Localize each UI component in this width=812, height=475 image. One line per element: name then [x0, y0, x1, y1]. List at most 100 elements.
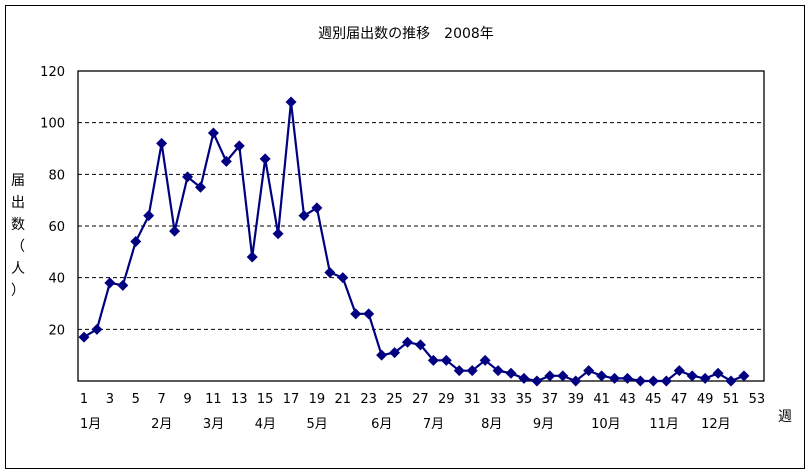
y-axis-ticks: 20 40 60 80 100 120	[40, 65, 65, 338]
x-tick-label: 7	[157, 392, 165, 407]
y-axis-label-char: 数	[11, 217, 25, 233]
data-point-marker	[285, 96, 297, 108]
data-point-marker	[220, 155, 232, 167]
x-tick-label: 51	[723, 392, 740, 407]
month-label: 3月	[203, 417, 224, 432]
data-point-marker	[609, 372, 621, 384]
y-axis-label-char: （	[11, 239, 25, 255]
month-label: 12月	[701, 417, 731, 432]
data-point-marker	[156, 137, 168, 149]
x-tick-label: 39	[567, 392, 584, 407]
data-point-marker	[363, 308, 375, 320]
data-point-marker	[518, 372, 530, 384]
y-axis-label: 届出数 （ 人 ）	[9, 170, 27, 302]
data-point-marker	[621, 372, 633, 384]
x-tick-label: 33	[490, 392, 507, 407]
y-tick-label: 20	[48, 323, 65, 338]
data-point-marker	[570, 375, 582, 387]
data-point-marker	[466, 365, 478, 377]
month-label: 6月	[371, 417, 392, 432]
month-label: 9月	[533, 417, 554, 432]
x-tick-label: 53	[749, 392, 766, 407]
month-label: 10月	[591, 417, 621, 432]
x-tick-label: 41	[593, 392, 610, 407]
x-tick-label: 49	[697, 392, 714, 407]
x-tick-label: 45	[645, 392, 662, 407]
data-point-marker	[453, 365, 465, 377]
data-point-marker	[337, 272, 349, 284]
data-point-marker	[376, 349, 388, 361]
y-tick-label: 120	[40, 65, 65, 80]
x-tick-label: 9	[183, 392, 191, 407]
data-point-marker	[389, 347, 401, 359]
x-axis-ticks: 1 3 5 7 9 11 13 15 17 19 21 23 25 27 29 31 33 35 37 39 41 43 4…	[80, 392, 765, 407]
series-markers	[78, 96, 750, 387]
x-tick-label: 15	[257, 392, 274, 407]
x-tick-label: 27	[412, 392, 429, 407]
data-point-marker	[479, 354, 491, 366]
data-point-marker	[78, 331, 90, 343]
data-point-marker	[298, 210, 310, 222]
y-axis-label-char: ）	[11, 283, 25, 299]
x-tick-label: 37	[542, 392, 559, 407]
x-tick-label: 43	[619, 392, 636, 407]
data-point-marker	[246, 251, 258, 263]
data-point-marker	[673, 365, 685, 377]
data-point-marker	[272, 228, 284, 240]
data-point-marker	[427, 354, 439, 366]
data-point-marker	[699, 372, 711, 384]
data-point-marker	[104, 277, 116, 289]
x-tick-label: 23	[360, 392, 377, 407]
y-tick-label: 60	[48, 220, 65, 235]
y-tick-label: 100	[40, 117, 65, 132]
x-tick-label: 35	[516, 392, 533, 407]
data-point-marker	[660, 375, 672, 387]
data-point-marker	[233, 140, 245, 152]
x-tick-label: 3	[106, 392, 114, 407]
month-label: 7月	[423, 417, 444, 432]
month-label: 2月	[151, 417, 172, 432]
x-tick-label: 25	[386, 392, 403, 407]
x-tick-label: 47	[671, 392, 688, 407]
data-point-marker	[350, 308, 362, 320]
data-point-marker	[91, 323, 103, 335]
x-tick-label: 11	[205, 392, 222, 407]
data-point-marker	[169, 225, 181, 237]
data-point-marker	[531, 375, 543, 387]
data-point-marker	[182, 171, 194, 183]
x-tick-label: 13	[231, 392, 248, 407]
y-tick-label: 40	[48, 272, 65, 287]
data-point-marker	[647, 375, 659, 387]
data-point-marker	[583, 365, 595, 377]
x-tick-label: 21	[335, 392, 352, 407]
x-tick-label: 19	[309, 392, 326, 407]
y-tick-label: 80	[48, 168, 65, 183]
plot-area	[77, 70, 765, 382]
x-tick-label: 29	[438, 392, 455, 407]
x-tick-label: 31	[464, 392, 481, 407]
data-point-marker	[324, 267, 336, 278]
data-point-marker	[544, 370, 556, 382]
data-point-marker	[194, 181, 206, 193]
x-tick-label: 17	[283, 392, 300, 407]
data-point-marker	[492, 365, 504, 377]
data-point-marker	[402, 336, 413, 348]
data-point-marker	[259, 153, 271, 165]
series-line	[83, 101, 745, 383]
month-label: 1月	[80, 417, 101, 432]
y-axis-label-char: 人	[11, 261, 25, 277]
data-point-marker	[414, 339, 426, 351]
data-point-marker	[712, 367, 724, 379]
month-labels: 1月 2月 3月 4月 5月 6月 7月 8月 9月 10月 11月 12月	[80, 417, 731, 432]
data-point-marker	[557, 370, 569, 382]
data-point-marker	[738, 370, 750, 382]
x-tick-label: 5	[132, 392, 140, 407]
x-tick-label: 1	[80, 392, 88, 407]
data-point-marker	[686, 370, 698, 382]
data-point-marker	[505, 367, 517, 379]
month-label: 8月	[481, 417, 502, 432]
data-point-marker	[596, 370, 608, 382]
y-axis-label-char: 出	[11, 195, 25, 211]
data-point-marker	[311, 202, 323, 214]
